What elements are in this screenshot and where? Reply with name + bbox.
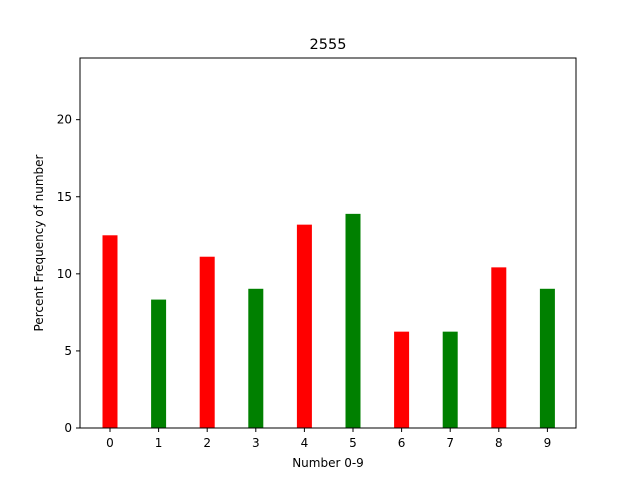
bar-7: [442, 331, 458, 428]
x-tick-label-6: 6: [398, 436, 406, 450]
chart-title: 2555: [310, 37, 347, 53]
bars-group: [102, 213, 555, 428]
y-tick-label-0: 0: [64, 421, 72, 435]
x-ticks-group: 0 1 2 3 4 5 6 7 8 9: [106, 428, 551, 450]
y-tick-label-5: 5: [64, 344, 72, 358]
bar-8: [491, 267, 507, 428]
x-tick-label-5: 5: [349, 436, 357, 450]
y-axis-label: Percent Frequency of number: [32, 154, 46, 331]
plot-frame: [79, 57, 577, 429]
y-ticks-group: 0 5 10 15 20: [57, 113, 80, 435]
y-tick-label-15: 15: [57, 190, 72, 204]
y-tick-label-10: 10: [57, 267, 72, 281]
x-tick-label-4: 4: [301, 436, 309, 450]
x-tick-label-2: 2: [203, 436, 211, 450]
x-tick-label-7: 7: [446, 436, 454, 450]
bar-0: [102, 235, 118, 428]
x-tick-label-3: 3: [252, 436, 260, 450]
bar-6: [394, 331, 410, 428]
bar-3: [248, 288, 264, 428]
x-axis-label: Number 0-9: [292, 456, 364, 470]
bar-5: [345, 213, 361, 428]
y-tick-label-20: 20: [57, 113, 72, 127]
x-tick-label-9: 9: [544, 436, 552, 450]
x-tick-label-8: 8: [495, 436, 503, 450]
x-tick-label-0: 0: [106, 436, 114, 450]
x-tick-label-1: 1: [155, 436, 163, 450]
bar-2: [199, 256, 215, 428]
bar-4: [296, 224, 312, 428]
bar-1: [151, 299, 167, 428]
bar-9: [539, 288, 555, 428]
